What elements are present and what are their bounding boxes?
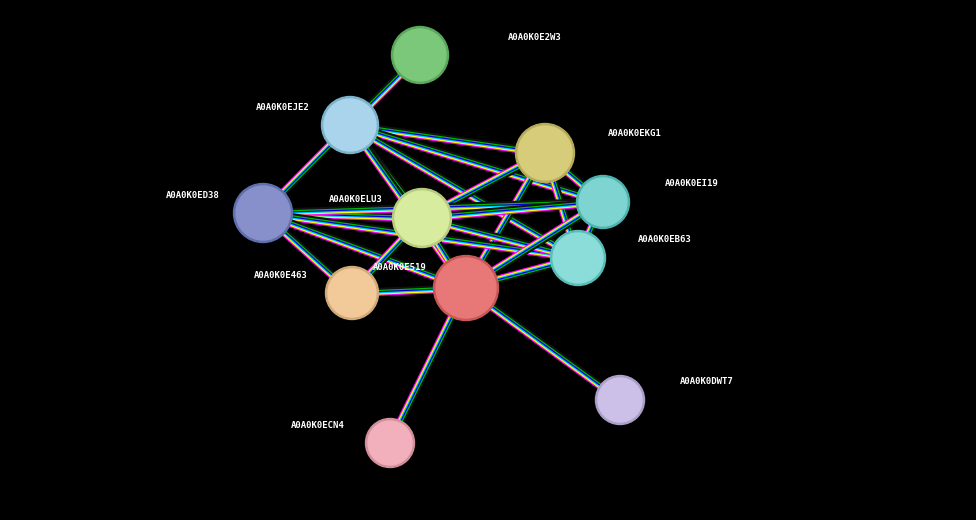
Circle shape (236, 186, 290, 240)
Text: A0A0K0ECN4: A0A0K0ECN4 (291, 421, 345, 430)
Circle shape (595, 375, 644, 424)
Text: A0A0K0ELU3: A0A0K0ELU3 (329, 196, 383, 204)
Circle shape (518, 126, 572, 180)
Text: A0A0K0E519: A0A0K0E519 (373, 264, 427, 272)
Circle shape (515, 123, 575, 183)
Circle shape (233, 184, 293, 242)
Circle shape (579, 178, 627, 226)
Circle shape (326, 266, 379, 319)
Circle shape (368, 421, 412, 465)
Circle shape (328, 269, 376, 317)
Circle shape (550, 230, 605, 285)
Text: A0A0K0ED38: A0A0K0ED38 (166, 190, 220, 200)
Text: A0A0K0DWT7: A0A0K0DWT7 (680, 378, 734, 386)
Text: A0A0K0EKG1: A0A0K0EKG1 (608, 128, 662, 137)
Circle shape (324, 99, 376, 151)
Circle shape (394, 29, 446, 81)
Text: A0A0K0EJE2: A0A0K0EJE2 (257, 102, 310, 111)
Circle shape (433, 255, 499, 320)
Text: A0A0K0E463: A0A0K0E463 (255, 270, 308, 280)
Circle shape (577, 175, 630, 228)
Circle shape (436, 258, 496, 318)
Circle shape (395, 191, 449, 245)
Circle shape (392, 188, 452, 248)
Circle shape (391, 27, 449, 84)
Circle shape (598, 378, 642, 422)
Text: A0A0K0E2W3: A0A0K0E2W3 (508, 33, 562, 43)
Circle shape (553, 233, 603, 283)
Text: A0A0K0EI19: A0A0K0EI19 (665, 178, 718, 188)
Text: A0A0K0EB63: A0A0K0EB63 (638, 236, 692, 244)
Circle shape (365, 419, 415, 467)
Circle shape (321, 97, 379, 153)
